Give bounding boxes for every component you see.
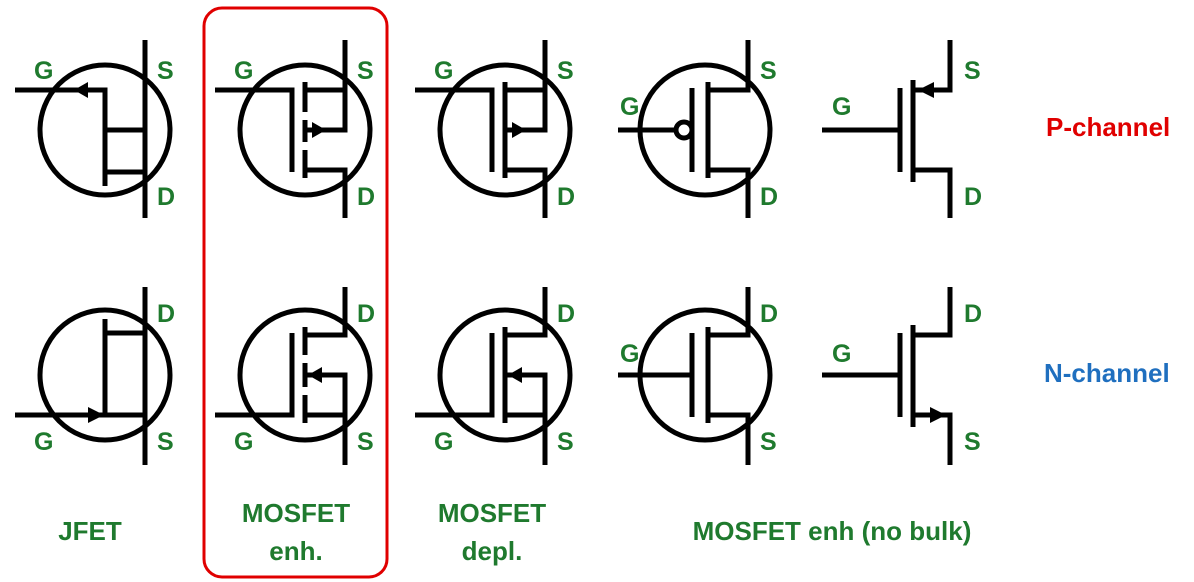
row-label-n-channel: N-channel bbox=[1044, 358, 1170, 388]
mosfet-enh-n-symbol: G D S bbox=[215, 287, 375, 465]
highlight-box bbox=[202, 6, 389, 579]
pin-gate: G bbox=[234, 57, 253, 85]
row-label-p-channel: P-channel bbox=[1046, 112, 1170, 142]
pin-gate: G bbox=[34, 428, 53, 456]
jfet-p-symbol: G S D bbox=[15, 40, 175, 218]
pin-drain: D bbox=[964, 300, 982, 328]
mosfet-enh-p-symbol: G S D bbox=[215, 40, 375, 218]
pin-source: S bbox=[157, 428, 174, 456]
caption-jfet: JFET bbox=[58, 516, 122, 546]
pin-source: S bbox=[760, 57, 777, 85]
pin-gate: G bbox=[234, 428, 253, 456]
pin-drain: D bbox=[157, 183, 175, 211]
pin-source: S bbox=[157, 57, 174, 85]
pin-source: S bbox=[357, 428, 374, 456]
mosfet-depl-p-symbol: G S D bbox=[415, 40, 575, 218]
pin-drain: D bbox=[557, 183, 575, 211]
pin-source: S bbox=[964, 428, 981, 456]
mosfet-enh-nobulk-circle-p-symbol: G S D bbox=[618, 40, 778, 218]
pin-drain: D bbox=[760, 300, 778, 328]
caption-mosfet-enh-line1: MOSFET bbox=[242, 498, 350, 528]
pin-gate: G bbox=[832, 340, 851, 368]
mosfet-enh-nobulk-circle-n-symbol: G D S bbox=[618, 287, 778, 465]
caption-mosfet-depl-line1: MOSFET bbox=[438, 498, 546, 528]
caption-mosfet-depl-line2: depl. bbox=[462, 536, 523, 566]
pin-gate: G bbox=[434, 428, 453, 456]
pin-drain: D bbox=[157, 300, 175, 328]
pin-drain: D bbox=[357, 183, 375, 211]
pin-drain: D bbox=[357, 300, 375, 328]
jfet-n-symbol: G D S bbox=[15, 287, 175, 465]
pin-drain: D bbox=[964, 183, 982, 211]
mosfet-enh-nobulk-plain-n-symbol: G D S bbox=[822, 287, 982, 465]
pin-source: S bbox=[557, 57, 574, 85]
pin-gate: G bbox=[832, 93, 851, 121]
pin-gate: G bbox=[34, 57, 53, 85]
pin-source: S bbox=[964, 57, 981, 85]
mosfet-enh-nobulk-plain-p-symbol: G S D bbox=[822, 40, 982, 218]
pin-source: S bbox=[760, 428, 777, 456]
pin-drain: D bbox=[760, 183, 778, 211]
mosfet-depl-n-symbol: G D S bbox=[415, 287, 575, 465]
pin-gate: G bbox=[620, 93, 639, 121]
pin-gate: G bbox=[620, 340, 639, 368]
pin-drain: D bbox=[557, 300, 575, 328]
caption-mosfet-enh-line2: enh. bbox=[269, 536, 322, 566]
pin-gate: G bbox=[434, 57, 453, 85]
pin-source: S bbox=[557, 428, 574, 456]
pin-source: S bbox=[357, 57, 374, 85]
caption-mosfet-enh-no-bulk: MOSFET enh (no bulk) bbox=[693, 516, 972, 546]
